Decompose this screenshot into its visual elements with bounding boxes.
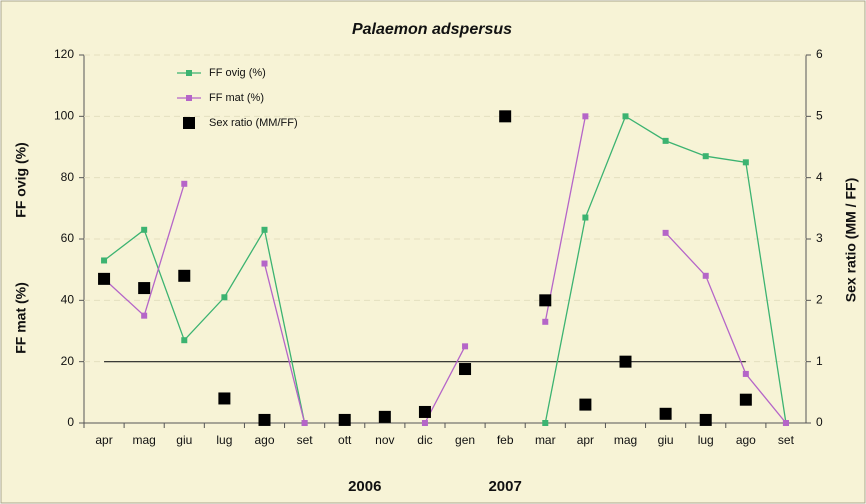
- year-label: 2007: [488, 478, 521, 495]
- data-point: [579, 398, 592, 411]
- y2-tick-label: 5: [816, 109, 823, 123]
- data-point: [421, 420, 428, 426]
- legend-marker: [186, 95, 192, 101]
- y-tick-label: 60: [61, 231, 75, 245]
- y2-tick-label: 4: [816, 170, 823, 184]
- data-point: [261, 226, 268, 233]
- data-point: [462, 343, 469, 350]
- data-point: [742, 159, 749, 166]
- x-tick-label: set: [297, 433, 314, 447]
- y-tick-label: 80: [61, 170, 75, 184]
- data-point: [619, 355, 632, 368]
- y-tick-label: 120: [54, 47, 74, 61]
- y-tick-label: 20: [61, 354, 75, 368]
- data-point: [499, 110, 512, 123]
- x-tick-label: ago: [254, 433, 274, 447]
- data-point: [542, 318, 549, 325]
- y2-tick-label: 6: [816, 47, 823, 61]
- data-point: [181, 337, 188, 344]
- x-tick-label: lug: [216, 433, 232, 447]
- data-point: [622, 113, 629, 120]
- y2-tick-label: 2: [816, 293, 823, 307]
- data-point: [739, 393, 752, 406]
- x-tick-label: ott: [338, 433, 352, 447]
- data-point: [178, 269, 191, 282]
- data-point: [378, 410, 391, 423]
- y-tick-label: 0: [67, 415, 74, 429]
- data-point: [582, 214, 589, 221]
- data-point: [702, 153, 709, 160]
- data-point: [699, 413, 712, 426]
- legend-label: FF ovig (%): [209, 67, 266, 79]
- chart-title: Palaemon adspersus: [352, 21, 512, 38]
- y-tick-label: 40: [61, 293, 75, 307]
- x-tick-label: lug: [698, 433, 714, 447]
- year-label: 2006: [348, 478, 381, 495]
- data-point: [181, 180, 188, 187]
- y2-axis-title: Sex ratio (MM / FF): [843, 178, 859, 302]
- data-point: [782, 420, 789, 426]
- x-tick-label: apr: [95, 433, 112, 447]
- y2-tick-label: 3: [816, 231, 823, 245]
- y-axis-title: FF mat (%): [13, 282, 29, 354]
- data-point: [301, 420, 308, 426]
- data-point: [659, 407, 672, 420]
- data-point: [98, 272, 111, 285]
- data-point: [141, 312, 148, 319]
- data-point: [542, 420, 549, 426]
- data-point: [742, 370, 749, 377]
- y2-tick-label: 1: [816, 354, 823, 368]
- data-point: [261, 260, 268, 267]
- data-point: [338, 413, 351, 426]
- x-tick-label: mar: [535, 433, 556, 447]
- data-point: [141, 226, 148, 233]
- x-tick-label: ago: [736, 433, 756, 447]
- y-tick-label: 100: [54, 109, 74, 123]
- x-tick-label: dic: [417, 433, 432, 447]
- y2-tick-label: 0: [816, 415, 823, 429]
- x-tick-label: giu: [658, 433, 674, 447]
- legend-marker: [183, 117, 195, 129]
- x-tick-label: apr: [577, 433, 594, 447]
- data-point: [702, 272, 709, 279]
- data-point: [662, 137, 669, 144]
- legend-marker: [186, 70, 192, 76]
- data-point: [258, 413, 271, 426]
- legend-label: FF mat (%): [209, 92, 264, 104]
- data-point: [418, 405, 431, 418]
- data-point: [582, 113, 589, 120]
- x-tick-label: mag: [132, 433, 155, 447]
- data-point: [101, 257, 108, 264]
- data-point: [138, 282, 151, 295]
- y-axis-title: FF ovig (%): [13, 142, 29, 217]
- x-tick-label: giu: [176, 433, 192, 447]
- x-tick-label: set: [778, 433, 795, 447]
- legend-label: Sex ratio (MM/FF): [209, 117, 298, 129]
- x-tick-label: gen: [455, 433, 475, 447]
- x-tick-label: nov: [375, 433, 394, 447]
- data-point: [218, 392, 231, 405]
- data-point: [459, 363, 472, 376]
- x-tick-label: mag: [614, 433, 637, 447]
- x-tick-label: feb: [497, 433, 514, 447]
- data-point: [221, 294, 228, 301]
- data-point: [539, 294, 552, 307]
- data-point: [662, 229, 669, 236]
